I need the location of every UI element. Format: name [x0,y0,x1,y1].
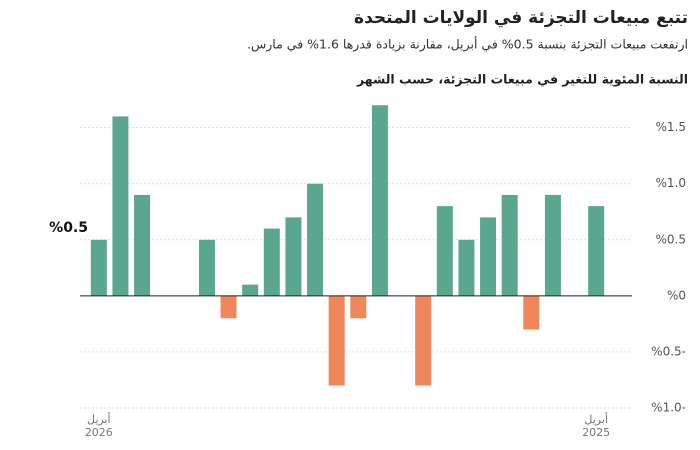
y-tick-label: %0.5- [651,344,686,358]
bar [415,295,432,386]
bar [588,206,605,296]
bar [220,295,237,319]
x-tick-label: أبريل 2026 [85,412,113,439]
bar [544,194,561,296]
chart-subtitle: ارتفعت مبيعات التجزئة بنسبة 0.5% في أبري… [247,36,688,53]
bar [328,295,345,386]
bar [198,239,215,296]
bar [90,239,107,296]
x-tick-label-line: أبريل [87,412,111,426]
y-tick-label: %1.5 [656,120,687,134]
bar [458,239,475,296]
bar [436,206,453,296]
y-tick-label: %0 [667,288,686,302]
x-tick-label-line: أبريل [584,412,608,426]
bar [350,295,367,319]
bar [263,228,280,296]
bar [285,217,302,296]
x-tick-label: أبريل 2025 [582,412,610,439]
data-label: %0.5 [49,220,88,236]
x-tick-label-line: 2026 [85,426,113,439]
bar [501,194,518,296]
bar [371,105,388,296]
y-tick-label: %1.0 [656,176,687,190]
y-tick-label: %0.5 [656,232,687,246]
y-tick-label: %1.0- [651,401,686,415]
bar [307,183,324,296]
bar [242,284,259,296]
bar [112,116,129,296]
chart-title: تتبع مبيعات التجزئة في الولايات المتحدة [354,8,688,28]
x-tick-label-line: 2025 [582,426,610,439]
bar [523,295,540,330]
bar [480,217,497,296]
bar [134,194,151,296]
y-axis-title: النسبة المئوية للتغير في مبيعات التجزئة،… [356,72,688,87]
